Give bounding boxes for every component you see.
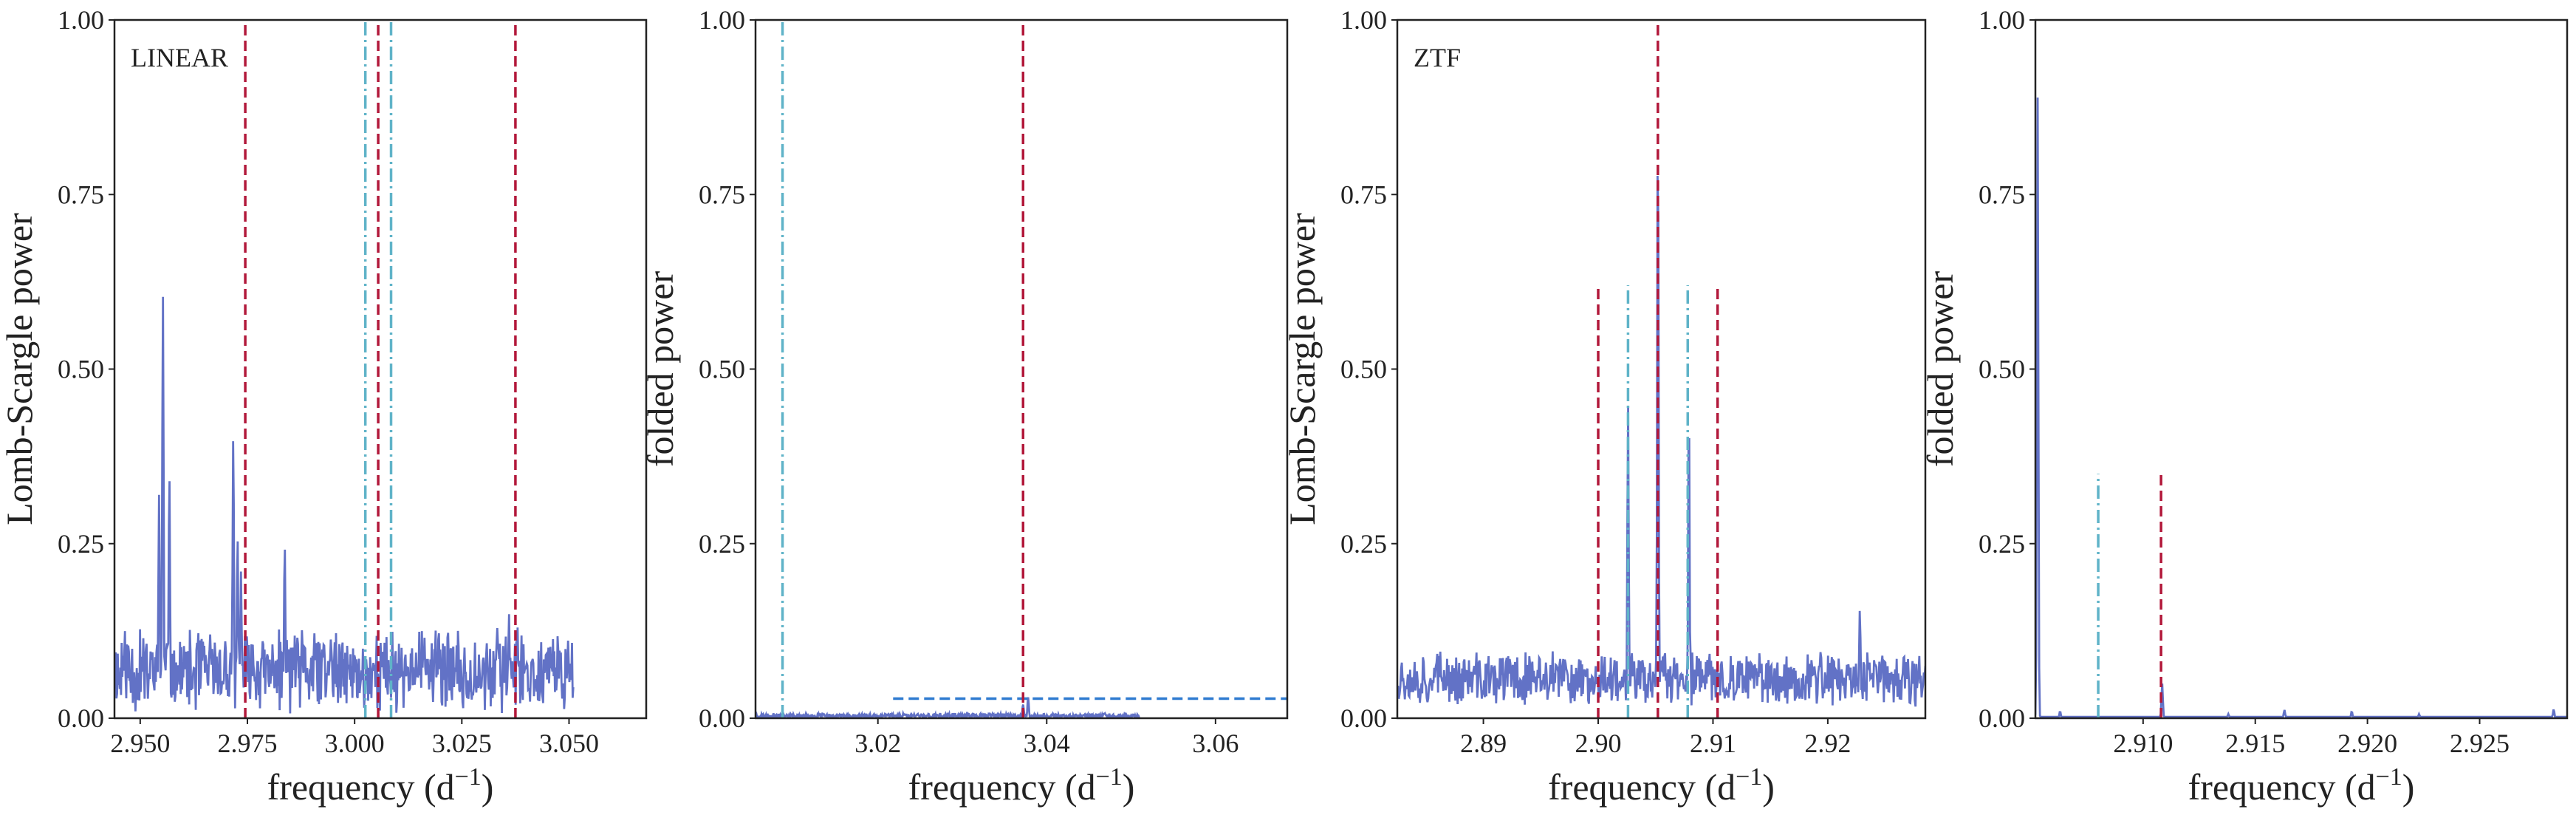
spectrum-line (2035, 98, 2567, 718)
survey-label: ZTF (1414, 43, 1461, 72)
x-axis-label: frequency (d−1) (908, 763, 1135, 808)
y-tick-label: 0.25 (1340, 529, 1387, 559)
y-tick-label: 0.00 (58, 703, 104, 733)
spectrum-line (756, 697, 1141, 718)
y-tick-label: 0.25 (1979, 529, 2025, 559)
y-axis-label: Lomb-Scargle power (1281, 213, 1323, 525)
x-tick-label: 2.920 (2337, 729, 2397, 758)
axes-frame (754, 18, 1289, 720)
y-tick-label: 0.25 (58, 529, 104, 559)
y-tick-label: 0.50 (699, 355, 745, 384)
panel-4: 0.00 0.25 0.50 0.75 1.00 2.910 2.915 2.920 2.925… (1919, 5, 2569, 808)
panel-1: 0.00 0.25 0.50 0.75 1.00 2.950 2.975 3.000 3.025… (0, 5, 648, 808)
x-axis-label: frequency (d−1) (267, 763, 494, 808)
x-tick-label: 3.050 (539, 729, 599, 758)
y-tick-label: 0.00 (699, 703, 745, 733)
y-tick-label: 1.00 (1340, 5, 1387, 35)
y-tick-label: 0.75 (699, 180, 745, 209)
x-tick-label: 3.000 (325, 729, 385, 758)
spectrum-line (1397, 175, 1925, 707)
x-tick-label: 2.90 (1575, 729, 1622, 758)
x-tick-label: 3.02 (854, 729, 901, 758)
y-tick-label: 0.25 (699, 529, 745, 559)
axes-frame (1396, 18, 1927, 720)
axes-frame (2034, 18, 2569, 720)
y-tick-label: 1.00 (1979, 5, 2025, 35)
spectrum-line (114, 296, 575, 714)
y-tick-label: 1.00 (699, 5, 745, 35)
x-axis-label: frequency (d−1) (2188, 763, 2415, 808)
x-tick-label: 2.89 (1460, 729, 1507, 758)
x-tick-label: 2.925 (2450, 729, 2510, 758)
plot-area (1397, 20, 1925, 718)
y-tick-label: 0.75 (58, 180, 104, 209)
y-axis-label: folded power (1919, 271, 1961, 468)
x-tick-label: 2.950 (110, 729, 170, 758)
y-tick-label: 0.00 (1340, 703, 1387, 733)
x-tick-label: 2.92 (1804, 729, 1851, 758)
panel-3: 0.00 0.25 0.50 0.75 1.00 2.89 2.90 2.91 2.92 freq… (1281, 5, 1927, 808)
y-tick-label: 0.50 (1979, 355, 2025, 384)
panel-2: 0.00 0.25 0.50 0.75 1.00 3.02 3.04 3.06 frequenc… (640, 5, 1289, 808)
y-tick-label: 0.50 (1340, 355, 1387, 384)
plot-area (2035, 98, 2567, 718)
x-tick-label: 2.915 (2225, 729, 2285, 758)
x-tick-label: 2.91 (1690, 729, 1736, 758)
x-tick-label: 2.910 (2113, 729, 2173, 758)
plot-area (114, 20, 575, 718)
y-tick-label: 0.50 (58, 355, 104, 384)
x-tick-label: 3.06 (1192, 729, 1239, 758)
survey-label: LINEAR (131, 43, 228, 72)
x-tick-label: 3.04 (1024, 729, 1070, 758)
y-axis-label: folded power (640, 271, 681, 468)
x-tick-label: 3.025 (432, 729, 492, 758)
plot-area (756, 20, 1287, 718)
y-tick-label: 0.00 (1979, 703, 2025, 733)
y-tick-label: 0.75 (1340, 180, 1387, 209)
axes-frame (113, 18, 648, 720)
y-tick-label: 0.75 (1979, 180, 2025, 209)
x-tick-label: 2.975 (218, 729, 278, 758)
y-tick-label: 1.00 (58, 5, 104, 35)
x-axis-label: frequency (d−1) (1548, 763, 1775, 808)
y-axis-label: Lomb-Scargle power (0, 213, 40, 525)
